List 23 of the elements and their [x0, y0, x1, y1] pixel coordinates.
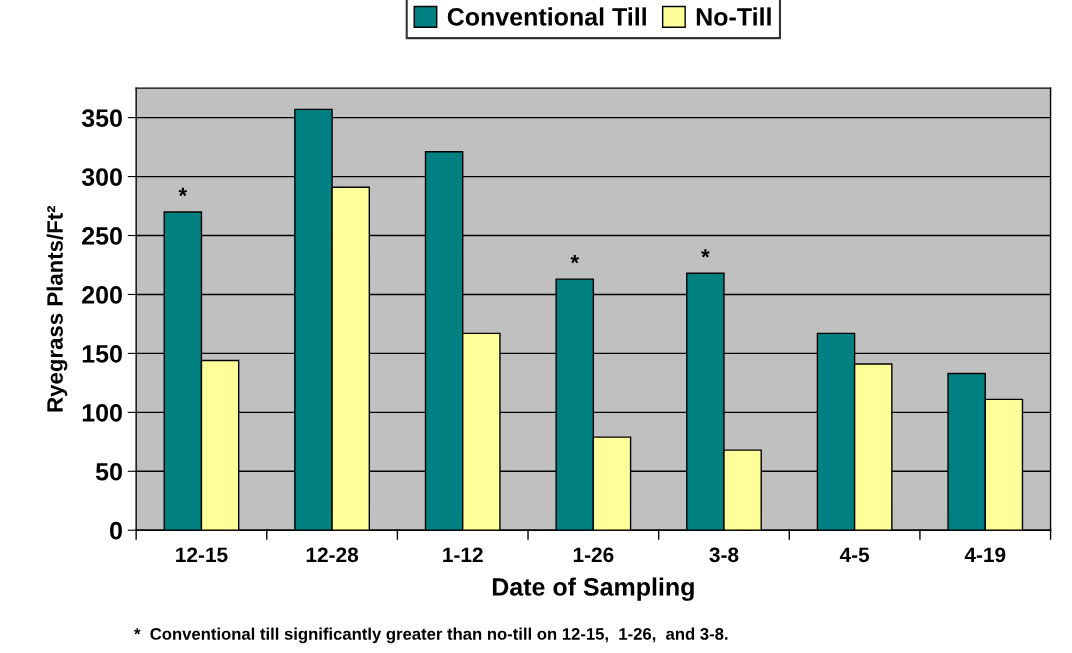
y-tick-label: 300: [81, 168, 122, 186]
x-tick-label: 1-12: [443, 547, 483, 562]
y-tick-label: 350: [81, 109, 122, 127]
x-tick-label: 1-26: [573, 547, 614, 563]
y-tick-label: 200: [82, 286, 122, 304]
x-tick-label: 12-15: [176, 547, 228, 563]
text: * Conventional till significantly greater than no-till on 12-15, 1-26, and 3-8.: [134, 627, 728, 644]
y-tick-label: 150: [82, 345, 122, 363]
y-tick-label: 250: [82, 227, 122, 245]
y-tick-label: 100: [82, 403, 122, 422]
y-tick-label: 50: [95, 462, 122, 481]
x-axis-title: Date of Sampling: [492, 577, 694, 601]
y-axis-title: Ryegrass Plants/Ft²: [46, 205, 68, 412]
legend-label: Conventional Till: [447, 7, 646, 26]
x-tick-label: 4-19: [964, 547, 1006, 563]
x-tick-label: 12-28: [306, 547, 359, 563]
x-tick-label: 3-8: [709, 547, 739, 563]
legend-label: No-Till: [696, 7, 771, 26]
annotation: *: [178, 187, 188, 197]
y-tick-label: 0: [110, 521, 122, 540]
x-tick-label: 4-5: [839, 547, 870, 563]
annotation: *: [701, 249, 710, 258]
annotation: *: [570, 255, 580, 264]
